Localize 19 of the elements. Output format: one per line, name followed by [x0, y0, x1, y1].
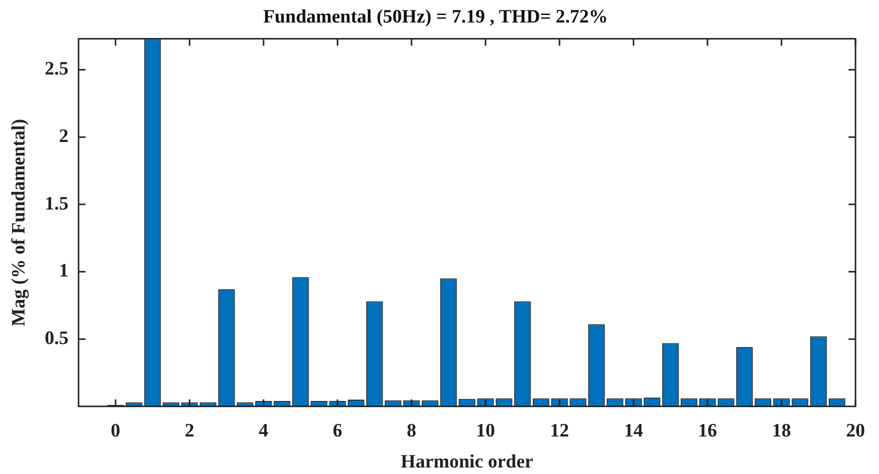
y-tick-label: 1.5 — [44, 193, 69, 214]
x-tick-label: 2 — [184, 420, 194, 442]
y-tick-label: 2 — [59, 126, 69, 147]
x-tick-label: 10 — [476, 420, 496, 442]
y-axis-title: Mag (% of Fundamental) — [8, 118, 30, 326]
x-tick-label: 14 — [624, 420, 644, 442]
x-axis-title: Harmonic order — [400, 452, 534, 473]
x-tick-label: 12 — [550, 420, 570, 442]
y-tick-label: 1 — [59, 260, 69, 282]
x-tick-label: 18 — [772, 420, 792, 442]
x-tick-label: 8 — [406, 420, 416, 442]
chart-title: Fundamental (50Hz) = 7.19 , THD= 2.72% — [263, 6, 608, 28]
x-tick-label: 16 — [698, 420, 718, 442]
y-tick-label: 2.5 — [44, 58, 69, 80]
x-tick-label: 4 — [258, 420, 269, 442]
y-tick-label: 0.5 — [44, 328, 69, 349]
x-tick-label: 20 — [846, 420, 865, 442]
x-tick-label: 6 — [332, 420, 342, 442]
x-tick-label: 0 — [110, 420, 120, 442]
